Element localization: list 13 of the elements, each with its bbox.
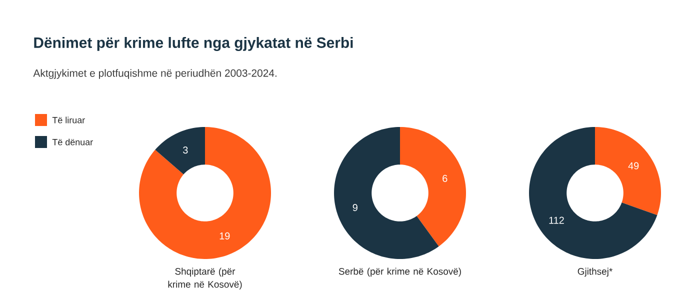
legend-label: Të dënuar xyxy=(52,138,93,146)
data-label: 6 xyxy=(442,174,448,182)
data-label: 3 xyxy=(183,146,188,154)
chart-title: Dënimet për krime lufte nga gjykatat në Serbi xyxy=(34,37,353,52)
text: Serbë (për krime në Kosovë) xyxy=(338,268,461,277)
data-label: 112 xyxy=(549,216,564,224)
text: Gjithsej* xyxy=(578,268,612,277)
chart-subtitle: Aktgjykimet e plotfuqishme në periudhën 2003-2024. xyxy=(33,69,276,79)
data-label: 9 xyxy=(352,204,358,212)
legend-label: Të liruar xyxy=(52,116,85,124)
text: Shqiptarë (për krime në Kosovë) xyxy=(168,268,242,290)
data-label: 49 xyxy=(628,162,639,170)
data-label: 19 xyxy=(220,232,230,240)
